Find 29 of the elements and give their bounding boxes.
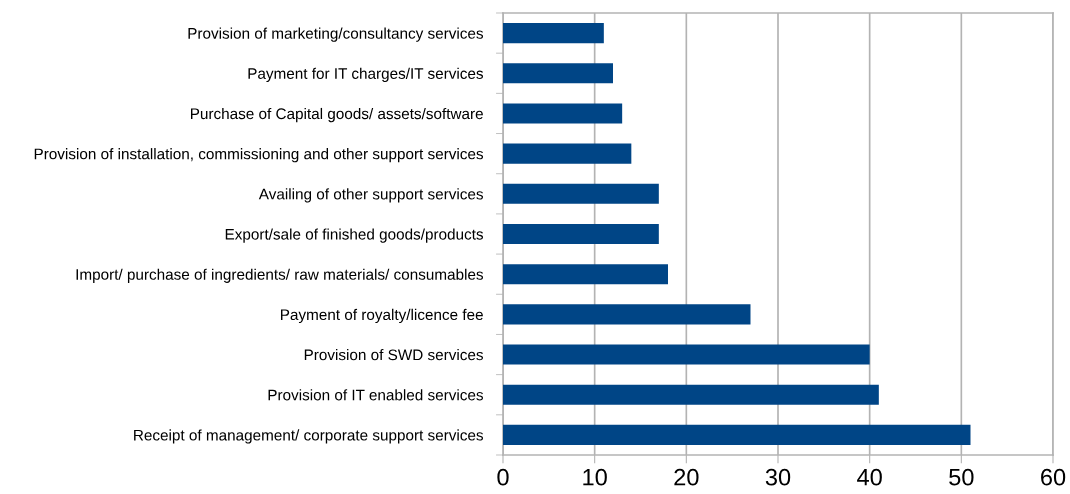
bar [503, 143, 632, 164]
y-tick-label: Provision of installation, commissioning and other support services [34, 148, 484, 163]
y-tick-label: Purchase of Capital goods/ assets/software [191, 107, 483, 123]
bar [503, 264, 668, 285]
bar [503, 223, 659, 245]
y-tick-label: Provision of IT enabled services [268, 389, 484, 401]
y-tick-label: Provision of marketing/consultancy services [188, 27, 484, 42]
x-tick-label: 20 [674, 468, 699, 486]
bar [503, 103, 623, 124]
y-tick-label: Provision of SWD services [304, 349, 484, 361]
bar [503, 304, 751, 325]
y-tick-label: Export/sale of finished goods/products [225, 228, 484, 243]
y-tick-label: Receipt of management/ corporate support services [134, 429, 484, 444]
y-tick-label: Import/ purchase of ingredients/ raw materials/ consumables [76, 268, 484, 283]
bar [503, 424, 971, 445]
bar [503, 183, 659, 204]
bar [503, 384, 879, 405]
y-tick-label: Payment for IT charges/IT services [248, 67, 484, 82]
x-tick-label: 60 [1041, 468, 1066, 486]
x-tick-label: 50 [949, 468, 974, 486]
y-tick-label: Availing of other support services [258, 188, 484, 203]
bar [503, 23, 604, 44]
x-tick-label: 0 [497, 468, 509, 486]
bar [503, 344, 870, 365]
x-tick-label: 10 [583, 468, 607, 486]
bar [503, 63, 613, 84]
x-tick-label: 30 [765, 468, 791, 486]
y-tick-label: Payment of royalty/licence fee [281, 308, 483, 324]
x-tick-label: 40 [857, 468, 882, 486]
